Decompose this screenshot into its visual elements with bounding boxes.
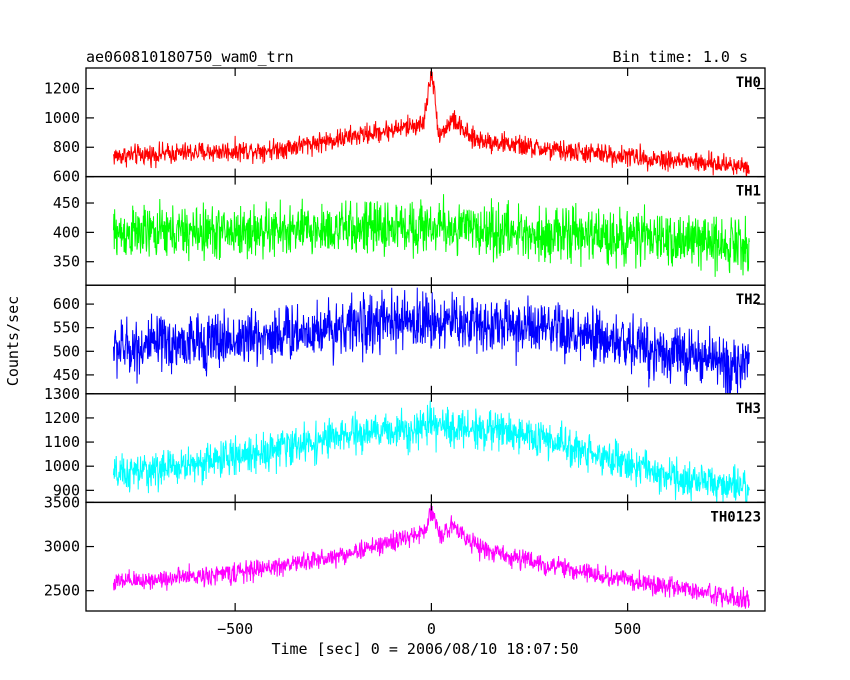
y-tick-label: 450 xyxy=(53,194,80,212)
x-tick-label: 500 xyxy=(614,620,641,638)
panel-name: TH2 xyxy=(736,292,761,308)
y-tick-label: 600 xyxy=(53,295,80,313)
y-tick-label: 600 xyxy=(53,168,80,186)
x-tick-label: 0 xyxy=(427,620,436,638)
chart-title: ae060810180750_wam0_trn xyxy=(86,48,294,66)
panel-th0123: 2500 3000 3500 TH0123 xyxy=(44,493,766,612)
y-tick-label: 1000 xyxy=(44,109,80,127)
y-tick-label: 1100 xyxy=(44,433,80,451)
series-line-th1 xyxy=(112,194,750,277)
panels-group: 600 800 1000 1200 TH0 350 400 450 TH1 450 500 550 60… xyxy=(44,67,766,612)
x-tick-label: −500 xyxy=(217,620,253,638)
bin-time-label: Bin time: 1.0 s xyxy=(613,48,748,66)
panel-th1: 350 400 450 TH1 xyxy=(53,175,766,286)
panel-th3: 900 1000 1100 1200 1300 TH3 xyxy=(44,385,766,504)
y-axis-title: Counts/sec xyxy=(4,296,22,386)
series-line-th3 xyxy=(112,400,750,503)
panel-frame xyxy=(85,393,766,504)
y-tick-label: 1200 xyxy=(44,409,80,427)
y-tick-label: 400 xyxy=(53,223,80,241)
y-tick-label: 1300 xyxy=(44,385,80,403)
y-tick-label: 1000 xyxy=(44,457,80,475)
y-tick-label: 900 xyxy=(53,481,80,499)
x-axis-title: Time [sec] 0 = 2006/08/10 18:07:50 xyxy=(271,640,578,658)
y-tick-label: 3000 xyxy=(44,538,80,556)
panel-name: TH0 xyxy=(736,75,761,91)
y-tick-label: 2500 xyxy=(44,582,80,600)
y-tick-label: 500 xyxy=(53,342,80,360)
panel-th0: 600 800 1000 1200 TH0 xyxy=(44,67,766,186)
panel-frame xyxy=(85,501,766,612)
y-tick-label: 450 xyxy=(53,366,80,384)
x-axis: −500 0 500 xyxy=(217,620,641,638)
series-line-th0 xyxy=(112,71,750,177)
y-tick-label: 3500 xyxy=(44,493,80,511)
series-line-th2 xyxy=(112,287,750,394)
y-tick-label: 350 xyxy=(53,253,80,271)
y-tick-label: 1200 xyxy=(44,80,80,98)
panel-name: TH1 xyxy=(736,184,761,200)
y-tick-label: 800 xyxy=(53,138,80,156)
series-line-th0123 xyxy=(112,504,750,609)
panel-name: TH3 xyxy=(736,401,761,417)
panel-name: TH0123 xyxy=(710,509,761,525)
y-tick-label: 550 xyxy=(53,319,80,337)
panel-th2: 450 500 550 600 TH2 xyxy=(53,284,766,395)
